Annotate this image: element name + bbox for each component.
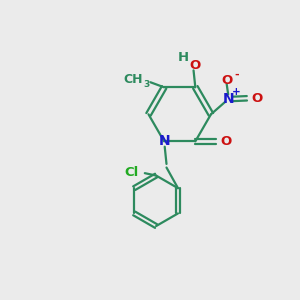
Text: +: + xyxy=(232,87,241,97)
Text: N: N xyxy=(158,134,170,148)
Text: 3: 3 xyxy=(143,80,150,89)
Text: O: O xyxy=(220,135,232,148)
Text: CH: CH xyxy=(124,73,143,86)
Text: O: O xyxy=(190,59,201,72)
Text: -: - xyxy=(234,70,238,80)
Text: N: N xyxy=(222,92,234,106)
Text: O: O xyxy=(221,74,232,87)
Text: O: O xyxy=(251,92,262,105)
Text: Cl: Cl xyxy=(124,166,138,179)
Text: H: H xyxy=(178,51,189,64)
